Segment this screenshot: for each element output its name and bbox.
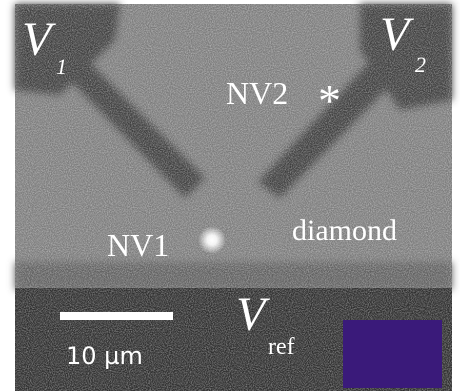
- vref-subscript: ref: [268, 334, 295, 360]
- color-patch: [343, 320, 442, 388]
- nv2-marker: *: [318, 75, 341, 126]
- material-label: diamond: [292, 214, 397, 247]
- scale-bar-label: 10 µm: [66, 342, 143, 370]
- image-area: [15, 4, 452, 391]
- vref-label: V: [236, 288, 270, 341]
- page: V 1 V 2 NV2 * NV1 diamond V ref 10 µm ((…: [0, 0, 460, 391]
- nv1-spot: [198, 226, 226, 254]
- scale-bar: [60, 312, 173, 320]
- nv2-label: NV2: [226, 75, 288, 111]
- v1-subscript: 1: [56, 54, 67, 79]
- v2-label: V: [380, 8, 414, 61]
- nv1-label: NV1: [107, 227, 169, 263]
- micrograph: V 1 V 2 NV2 * NV1 diamond V ref 10 µm: [0, 0, 460, 391]
- v1-label: V: [22, 13, 56, 66]
- v2-subscript: 2: [415, 52, 426, 77]
